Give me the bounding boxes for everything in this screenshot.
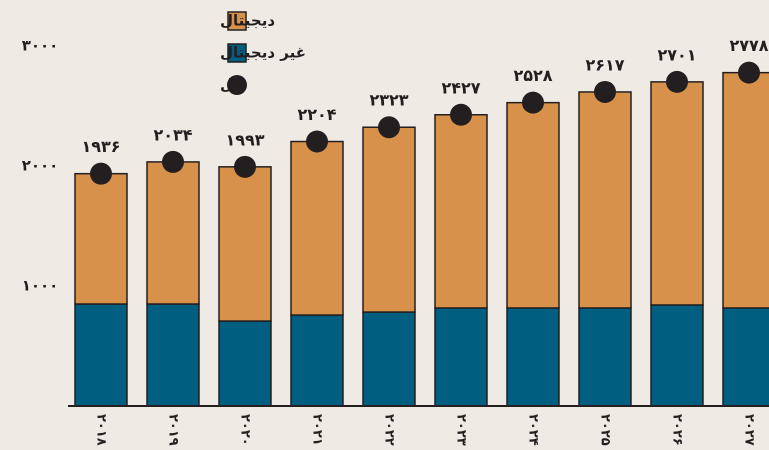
bar-segment [434,307,488,407]
bar-segment [74,172,128,305]
bar-segment [506,101,560,309]
total-dot [234,155,256,178]
x-tick-label: ۲۰۲۰ [238,414,253,446]
legend-label: غیر دیجیتال [220,44,306,62]
bar-segment [650,81,704,306]
legend-label: دیجیتال [220,12,275,30]
total-dot [522,91,544,114]
x-tick-label: ۲۰۱۸ [94,414,109,446]
bar-segment [218,320,272,407]
x-tick-label: ۲۰۲۱ [310,414,325,446]
total-dot [594,80,616,103]
x-tick-label: ۲۰۲۴ [526,414,541,446]
legend-label: کل [220,76,242,94]
data-label: ۲۷۷۸ [729,36,768,55]
data-label: ۱۹۳۶ [81,137,120,156]
x-tick-label: ۲۰۲۲ [382,414,397,446]
bar-segment [650,304,704,407]
total-dot [738,61,760,84]
total-dot [162,150,184,173]
data-label: ۲۲۰۴ [297,105,336,124]
legend-marker [227,43,247,63]
data-label: ۲۳۲۳ [369,91,408,110]
legend-marker [227,11,247,31]
legend-marker [227,75,247,95]
bar-segment [290,314,344,407]
total-dot [90,162,112,185]
x-tick-label: ۲۰۲۶ [670,414,685,446]
bar-segment [434,114,488,309]
data-label: ۲۵۲۸ [513,66,552,85]
x-tick-label: ۲۰۲۵ [598,414,613,446]
x-tick-label: ۲۰۲۳ [454,414,469,446]
x-tick-label: ۲۰۲۷ [742,414,757,446]
total-dot [378,116,400,139]
bar-segment [506,307,560,407]
data-label: ۲۰۳۴ [153,125,192,144]
y-tick-label: ۱۰۰۰ [22,277,59,295]
bar-segment [74,303,128,407]
bar-segment [362,126,416,313]
data-label: ۱۹۹۳ [225,130,264,149]
bar-segment [146,161,200,305]
x-tick-label: ۲۰۱۹ [166,414,181,446]
bar-segment [722,307,769,407]
bar-segment [578,91,632,309]
data-label: ۲۴۲۷ [441,78,480,97]
bar-segment [146,303,200,407]
y-tick-label: ۳۰۰۰ [22,37,59,55]
total-dot [666,70,688,93]
data-label: ۲۷۰۱ [657,45,696,64]
bar-segment [218,166,272,322]
bar-segment [722,71,769,309]
bar-segment [362,311,416,407]
bar-segment [290,140,344,316]
total-dot [306,130,328,153]
data-label: ۲۶۱۷ [585,55,624,74]
y-tick-label: ۲۰۰۰ [22,157,59,175]
total-dot [450,103,472,126]
bar-segment [578,307,632,407]
